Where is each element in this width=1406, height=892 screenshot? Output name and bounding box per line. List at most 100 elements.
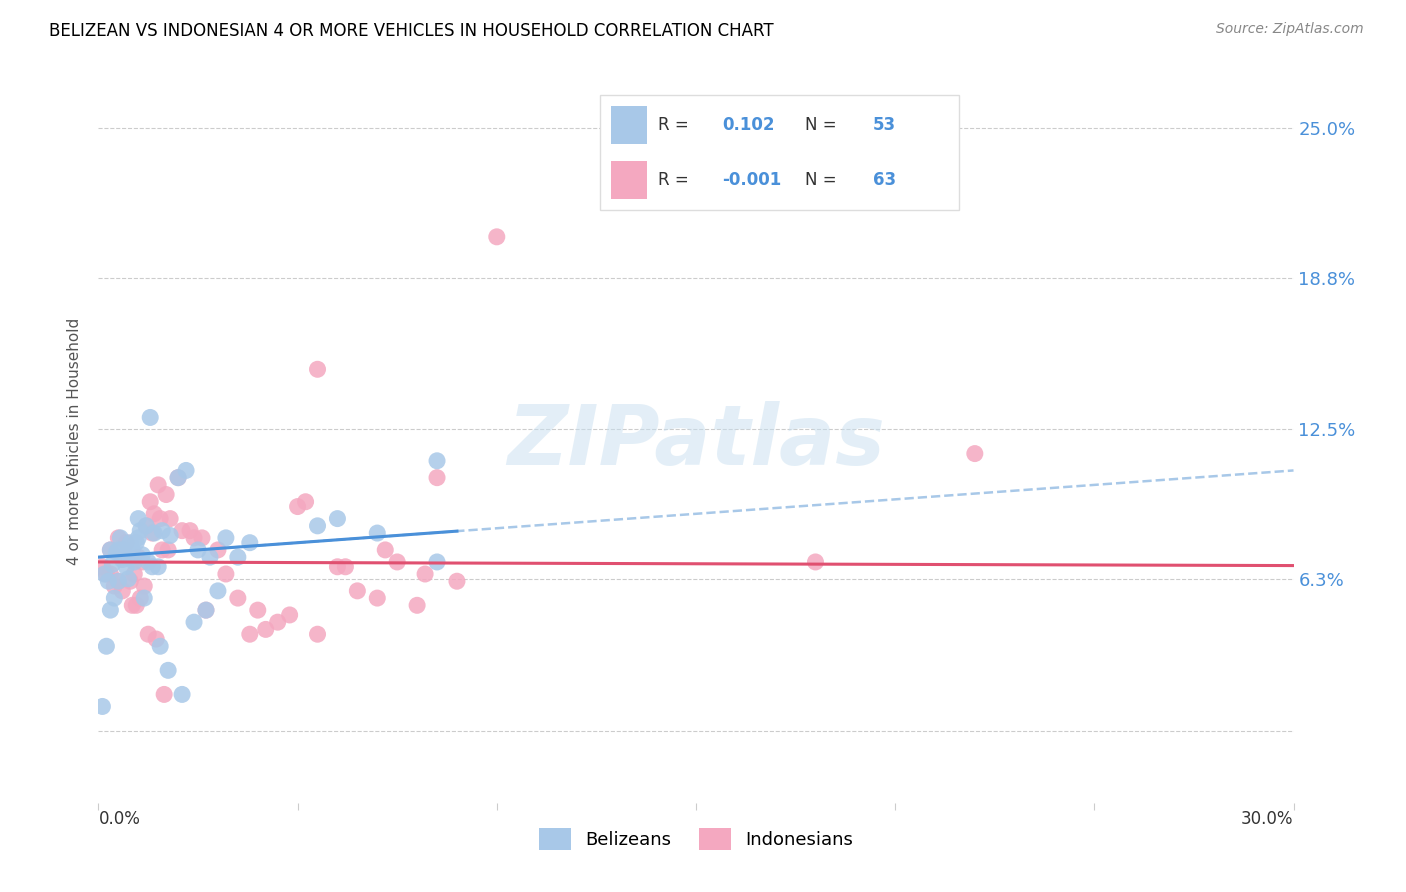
Point	[131, 555, 153, 569]
Point	[91, 559, 114, 574]
Point	[366, 526, 388, 541]
Point	[150, 542, 173, 557]
Point	[107, 531, 129, 545]
Point	[374, 542, 396, 557]
Point	[183, 615, 205, 630]
Point	[98, 603, 122, 617]
Point	[111, 542, 134, 557]
Point	[111, 550, 134, 565]
Point	[307, 362, 329, 376]
Point	[139, 494, 162, 508]
Point	[115, 559, 138, 574]
Point	[159, 511, 181, 525]
Point	[179, 524, 201, 538]
Point	[112, 542, 135, 557]
Point	[117, 550, 139, 565]
Point	[326, 559, 349, 574]
Point	[136, 555, 159, 569]
Point	[145, 632, 167, 646]
Point	[198, 550, 221, 565]
Point	[426, 555, 449, 569]
Point	[183, 531, 205, 545]
Legend: Belizeans, Indonesians: Belizeans, Indonesians	[530, 819, 862, 859]
Point	[136, 627, 159, 641]
Point	[125, 599, 148, 613]
Point	[172, 524, 194, 538]
Point	[98, 567, 122, 582]
Point	[141, 559, 163, 574]
Point	[93, 567, 115, 582]
Point	[155, 487, 177, 501]
Point	[117, 572, 139, 586]
Point	[135, 518, 157, 533]
Point	[239, 627, 262, 641]
Y-axis label: 4 or more Vehicles in Household: 4 or more Vehicles in Household	[67, 318, 83, 566]
Point	[172, 687, 194, 701]
Point	[150, 524, 173, 538]
Point	[335, 559, 357, 574]
Point	[215, 567, 238, 582]
Point	[191, 531, 214, 545]
Point	[406, 599, 429, 613]
Point	[207, 542, 229, 557]
Point	[120, 535, 142, 549]
Point	[115, 535, 138, 549]
Point	[149, 639, 172, 653]
Point	[207, 583, 229, 598]
Point	[121, 542, 143, 557]
Point	[98, 542, 122, 557]
Text: BELIZEAN VS INDONESIAN 4 OR MORE VEHICLES IN HOUSEHOLD CORRELATION CHART: BELIZEAN VS INDONESIAN 4 OR MORE VEHICLE…	[49, 22, 773, 40]
Point	[326, 511, 349, 525]
Point	[135, 518, 157, 533]
Point	[159, 528, 181, 542]
Point	[307, 627, 329, 641]
Point	[143, 507, 166, 521]
Point	[287, 500, 309, 514]
Point	[110, 531, 132, 545]
Point	[127, 531, 149, 545]
Text: Source: ZipAtlas.com: Source: ZipAtlas.com	[1216, 22, 1364, 37]
Point	[426, 470, 449, 484]
Point	[105, 545, 128, 559]
Point	[127, 550, 149, 565]
Point	[195, 603, 218, 617]
Point	[103, 591, 125, 606]
Point	[267, 615, 290, 630]
Point	[120, 550, 142, 565]
Point	[129, 524, 152, 538]
Point	[111, 552, 134, 566]
Point	[141, 526, 163, 541]
Point	[346, 583, 368, 598]
Point	[195, 603, 218, 617]
Point	[239, 535, 262, 549]
Point	[143, 526, 166, 541]
Point	[97, 574, 120, 589]
Point	[148, 559, 170, 574]
Point	[129, 591, 152, 606]
Point	[226, 591, 249, 606]
Point	[187, 542, 209, 557]
Point	[385, 555, 409, 569]
Point	[149, 511, 172, 525]
Point	[167, 470, 190, 484]
Point	[148, 478, 170, 492]
Point	[153, 687, 176, 701]
Point	[134, 591, 156, 606]
Point	[963, 446, 986, 460]
Point	[96, 639, 118, 653]
Point	[98, 542, 122, 557]
Point	[167, 470, 190, 484]
Point	[174, 463, 197, 477]
Point	[111, 583, 134, 598]
Point	[413, 567, 436, 582]
Point	[131, 548, 153, 562]
Text: ZIPatlas: ZIPatlas	[508, 401, 884, 482]
Text: 0.0%: 0.0%	[98, 810, 141, 828]
Point	[215, 531, 238, 545]
Point	[307, 518, 329, 533]
Point	[294, 494, 316, 508]
Text: 30.0%: 30.0%	[1241, 810, 1294, 828]
Point	[246, 603, 269, 617]
Point	[124, 567, 146, 582]
Point	[107, 574, 129, 589]
